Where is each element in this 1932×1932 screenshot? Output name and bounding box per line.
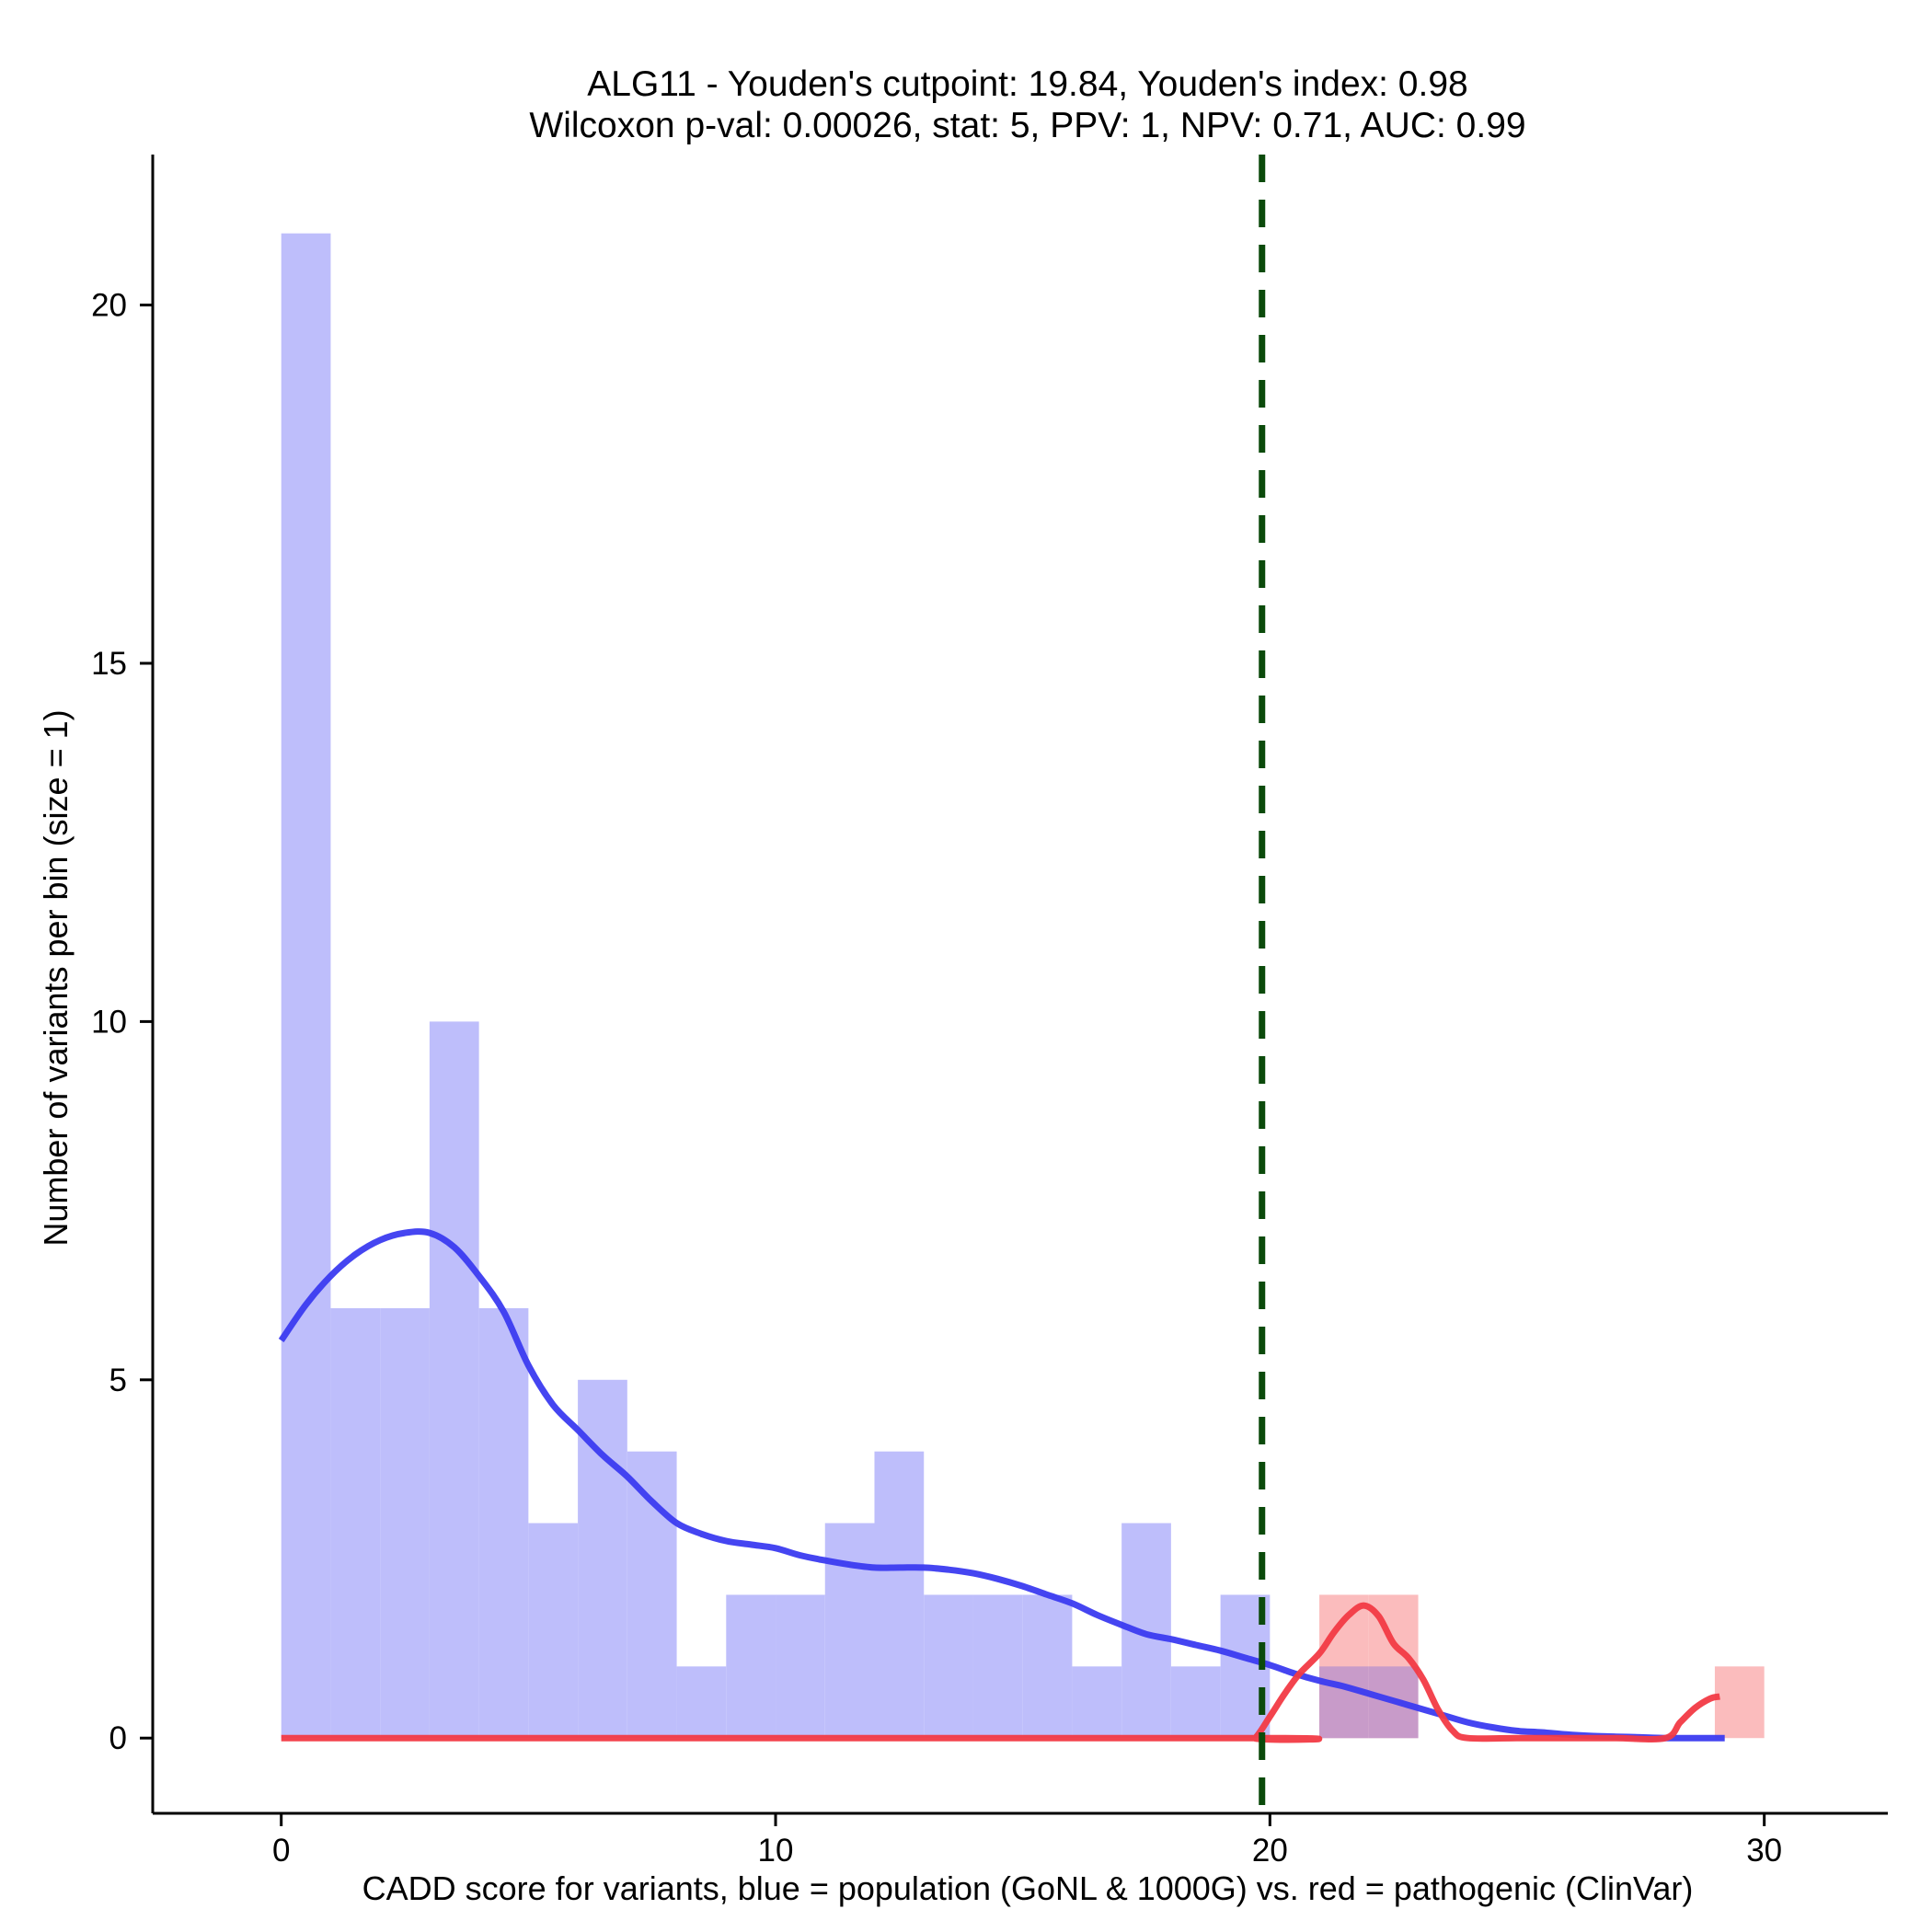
population-bar (676, 1666, 727, 1739)
population-bar (972, 1594, 1023, 1739)
population-bar (627, 1451, 677, 1739)
population-bar (330, 1307, 381, 1739)
y-tick-label: 5 (109, 1363, 127, 1398)
population-bar (281, 233, 331, 1739)
pathogenic-bar (1714, 1666, 1765, 1739)
y-tick-label: 20 (91, 288, 127, 324)
population-bar (726, 1594, 776, 1739)
population-density-curve (278, 1228, 1725, 1742)
population-bar (776, 1594, 825, 1739)
curves-layer (278, 1228, 1725, 1743)
population-bar (1072, 1666, 1122, 1739)
ticks-layer: 0 10 20 30 0 5 10 15 20 (91, 288, 1782, 1869)
population-bar (429, 1021, 479, 1739)
y-tick-label: 0 (109, 1720, 127, 1756)
population-bar (924, 1594, 973, 1739)
chart-subtitle: Wilcoxon p-val: 0.00026, stat: 5, PPV: 1… (529, 106, 1525, 145)
pathogenic-density-curve (281, 1602, 1720, 1743)
population-bar (478, 1307, 529, 1739)
y-axis-label: Number of variants per bin (size = 1) (37, 709, 75, 1246)
population-bar (528, 1523, 579, 1739)
overlap-bar (1319, 1666, 1369, 1739)
bars-layer (281, 233, 1765, 1739)
x-tick-label: 10 (758, 1833, 794, 1869)
y-tick-label: 15 (91, 646, 127, 682)
chart-title: ALG11 - Youden's cutpoint: 19.84, Youden… (587, 64, 1467, 104)
population-bar (380, 1307, 430, 1739)
axes-layer (151, 155, 1888, 1815)
population-bar (874, 1451, 925, 1739)
x-axis-label: CADD score for variants, blue = populati… (362, 1869, 1694, 1907)
x-tick-label: 0 (272, 1833, 290, 1869)
population-bar (1022, 1594, 1073, 1739)
population-bar (824, 1523, 875, 1739)
y-tick-label: 10 (91, 1004, 127, 1040)
x-tick-label: 30 (1746, 1833, 1782, 1869)
population-bar (1170, 1666, 1221, 1739)
x-tick-label: 20 (1252, 1833, 1288, 1869)
